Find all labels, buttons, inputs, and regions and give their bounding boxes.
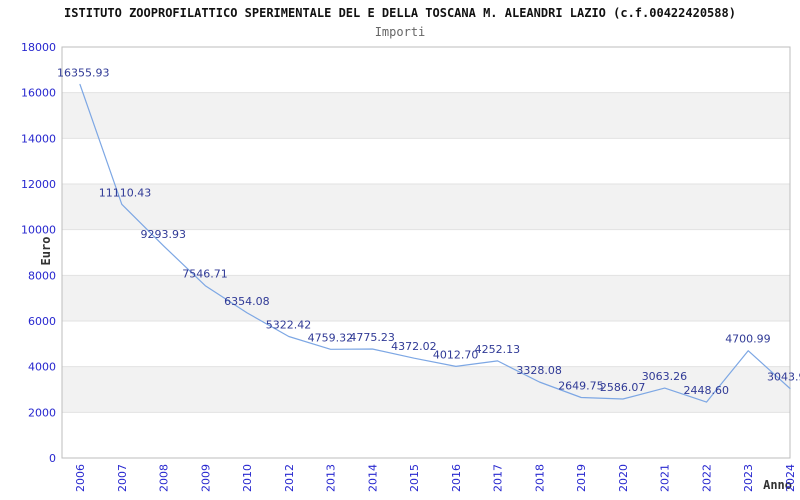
y-tick-label: 0 [49, 452, 56, 465]
point-label: 4775.23 [349, 331, 395, 344]
chart-title: ISTITUTO ZOOPROFILATTICO SPERIMENTALE DE… [64, 6, 736, 20]
x-tick-label: 2010 [241, 464, 254, 492]
y-tick-label: 4000 [28, 361, 56, 374]
x-tick-label: 2013 [325, 464, 338, 492]
x-tick-label: 2020 [617, 464, 630, 492]
point-label: 5322.42 [266, 319, 312, 332]
y-tick-label: 12000 [21, 178, 56, 191]
x-tick-label: 2014 [366, 464, 379, 492]
point-label: 4012.70 [433, 348, 479, 361]
x-tick-label: 2006 [74, 464, 87, 492]
y-tick-label: 6000 [28, 315, 56, 328]
x-tick-label: 2015 [408, 464, 421, 492]
x-tick-label: 2008 [158, 464, 171, 492]
x-tick-label: 2024 [784, 464, 797, 492]
series-line-importi [79, 83, 791, 403]
point-label: 2448.60 [684, 384, 730, 397]
y-tick-label: 8000 [28, 269, 56, 282]
point-label: 9293.93 [141, 228, 187, 241]
plot-bands [62, 92, 790, 413]
x-tick-label: 2021 [659, 464, 672, 492]
x-tick-label: 2023 [742, 464, 755, 492]
point-label: 16355.93 [57, 67, 110, 80]
y-axis-ticks: 0 2000 4000 6000 8000 10000 12000 14000 16000 180… [21, 41, 56, 465]
x-tick-label: 2012 [283, 464, 296, 492]
x-tick-label: 2022 [701, 464, 714, 492]
point-labels: 16355.93 11110.43 9293.93 7546.71 6354.08 532… [57, 67, 800, 398]
point-label: 7546.71 [182, 268, 228, 281]
x-tick-label: 2018 [533, 464, 546, 492]
x-axis-ticks: 2006 2007 2008 2009 2010 2012 2013 2014 2015 2016… [74, 464, 797, 492]
x-tick-label: 2016 [450, 464, 463, 492]
x-tick-label: 2007 [116, 464, 129, 492]
point-label: 3328.08 [516, 364, 562, 377]
y-tick-label: 18000 [21, 41, 56, 54]
x-tick-label: 2009 [199, 464, 212, 492]
x-tick-label: 2019 [575, 464, 588, 492]
point-label: 2586.07 [600, 381, 646, 394]
y-tick-label: 10000 [21, 224, 56, 237]
y-tick-label: 14000 [21, 132, 56, 145]
point-label: 4700.99 [725, 333, 771, 346]
point-label: 4372.02 [391, 340, 437, 353]
point-label: 3043.9 [767, 371, 800, 384]
plot-border [61, 46, 791, 459]
x-tick-label: 2017 [492, 464, 505, 492]
y-tick-label: 16000 [21, 87, 56, 100]
y-tick-label: 2000 [28, 406, 56, 419]
point-label: 3063.26 [642, 370, 688, 383]
point-label: 2649.75 [558, 380, 604, 393]
chart-subtitle: Importi [374, 25, 426, 39]
point-label: 4759.32 [308, 331, 354, 344]
point-label: 11110.43 [99, 186, 152, 199]
point-label: 4252.13 [475, 343, 520, 356]
x-axis-title: Anno [763, 478, 792, 492]
point-label: 6354.08 [224, 295, 270, 308]
gridlines [62, 92, 790, 413]
